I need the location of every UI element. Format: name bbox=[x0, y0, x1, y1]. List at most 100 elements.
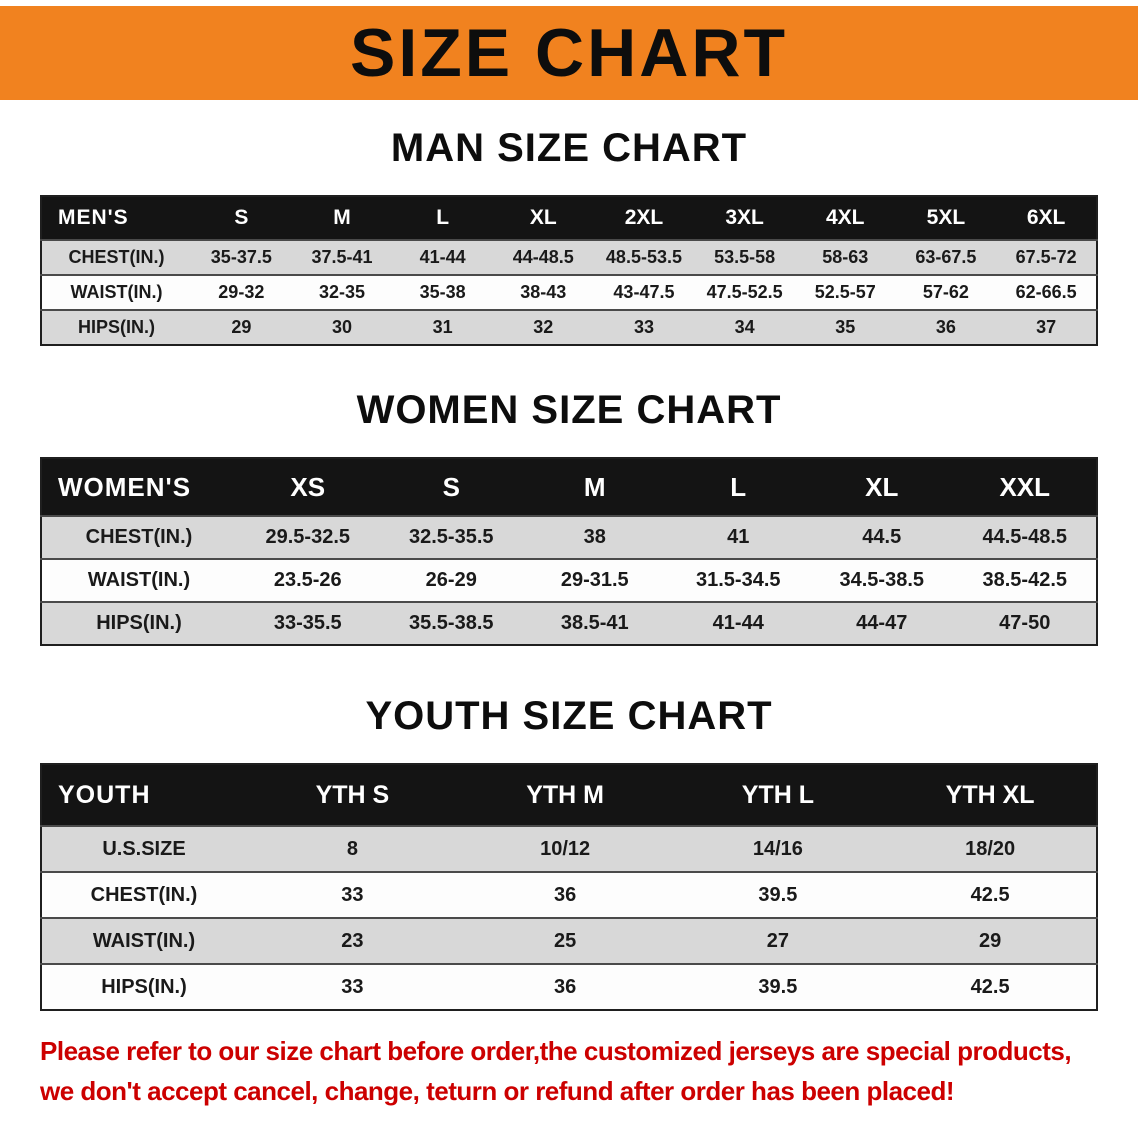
women-section-heading: WOMEN SIZE CHART bbox=[356, 388, 782, 432]
size-value-cell: 44.5-48.5 bbox=[953, 515, 1097, 559]
size-column-header: M bbox=[333, 206, 351, 229]
measurement-row-label: CHEST(IN.) bbox=[41, 239, 191, 275]
size-value-cell: 29-32 bbox=[191, 274, 292, 310]
size-value-cell: 35 bbox=[794, 309, 896, 345]
size-value-cell: 33 bbox=[593, 309, 695, 345]
youth-size-table: YOUTH YTH S YTH M YTH L YTH XL U.S.SIZE 8 10/12… bbox=[40, 763, 1098, 1011]
table-row: HIPS(IN.) 33 36 39.5 42.5 bbox=[41, 963, 1097, 1010]
size-column-header: 3XL bbox=[725, 206, 764, 229]
size-value-cell: 25 bbox=[458, 917, 672, 964]
size-value-cell: 38.5-42.5 bbox=[953, 558, 1097, 602]
size-value-cell: 43-47.5 bbox=[593, 274, 695, 310]
size-value-cell: 29 bbox=[191, 309, 292, 345]
size-value-cell: 39.5 bbox=[671, 871, 885, 918]
measurement-row-label: CHEST(IN.) bbox=[41, 871, 246, 918]
size-column-header: YTH XL bbox=[945, 780, 1035, 809]
size-value-cell: 57-62 bbox=[895, 274, 997, 310]
size-value-cell: 36 bbox=[895, 309, 997, 345]
size-column-header: YTH L bbox=[741, 780, 814, 809]
size-value-cell: 62-66.5 bbox=[996, 274, 1097, 310]
men-size-table: MEN'S S M L XL 2XL 3XL 4XL 5XL 6XL CHEST(IN.) 35-37… bbox=[40, 195, 1098, 346]
women-size-table: WOMEN'S XS S M L XL XXL CHEST(IN.) 29.5-32.5 32.5… bbox=[40, 457, 1098, 646]
size-value-cell: 44-48.5 bbox=[492, 239, 594, 275]
size-column-header: M bbox=[583, 471, 606, 502]
measurement-row-label: WAIST(IN.) bbox=[41, 917, 246, 964]
disclaimer: Please refer to our size chart before or… bbox=[40, 1031, 1098, 1112]
size-value-cell: 29-31.5 bbox=[523, 558, 667, 602]
size-value-cell: 36 bbox=[458, 963, 672, 1010]
size-value-cell: 37.5-41 bbox=[291, 239, 393, 275]
table-row: CHEST(IN.) 35-37.5 37.5-41 41-44 44-48.5 48.5… bbox=[41, 239, 1097, 275]
size-value-cell: 35-37.5 bbox=[191, 239, 292, 275]
size-value-cell: 34.5-38.5 bbox=[810, 558, 954, 602]
size-column-header: YTH M bbox=[526, 780, 605, 809]
size-column-header: 6XL bbox=[1026, 206, 1066, 229]
size-column-header: XL bbox=[865, 471, 899, 502]
table-header-row: WOMEN'S XS S M L XL XXL bbox=[41, 458, 1097, 516]
measurement-row-label: U.S.SIZE bbox=[41, 825, 246, 872]
size-value-cell: 42.5 bbox=[884, 871, 1097, 918]
size-value-cell: 10/12 bbox=[458, 825, 672, 872]
size-value-cell: 32-35 bbox=[291, 274, 393, 310]
size-value-cell: 33 bbox=[246, 871, 459, 918]
size-value-cell: 34 bbox=[694, 309, 795, 345]
size-column-header: XXL bbox=[999, 471, 1051, 502]
size-value-cell: 32.5-35.5 bbox=[379, 515, 523, 559]
table-row: U.S.SIZE 8 10/12 14/16 18/20 bbox=[41, 825, 1097, 872]
table-header-row: YOUTH YTH S YTH M YTH L YTH XL bbox=[41, 764, 1097, 826]
size-column-header: XS bbox=[290, 471, 326, 502]
size-value-cell: 31.5-34.5 bbox=[666, 558, 810, 602]
size-value-cell: 39.5 bbox=[671, 963, 885, 1010]
size-column-header: L bbox=[730, 471, 747, 502]
size-value-cell: 33-35.5 bbox=[236, 601, 380, 645]
size-value-cell: 41 bbox=[666, 515, 810, 559]
size-value-cell: 47-50 bbox=[953, 601, 1097, 645]
size-column-header: L bbox=[436, 206, 450, 229]
measurement-row-label: HIPS(IN.) bbox=[41, 601, 236, 645]
size-column-header: 4XL bbox=[826, 206, 865, 229]
size-value-cell: 41-44 bbox=[666, 601, 810, 645]
size-value-cell: 18/20 bbox=[884, 825, 1097, 872]
size-value-cell: 23.5-26 bbox=[236, 558, 380, 602]
size-column-header: YTH S bbox=[315, 780, 390, 809]
size-value-cell: 36 bbox=[458, 871, 672, 918]
table-row: CHEST(IN.) 33 36 39.5 42.5 bbox=[41, 871, 1097, 918]
size-value-cell: 29.5-32.5 bbox=[236, 515, 380, 559]
title-banner: SIZE CHART bbox=[0, 6, 1138, 100]
size-value-cell: 26-29 bbox=[379, 558, 523, 602]
disclaimer-line-2: we don't accept cancel, change, teturn o… bbox=[40, 1076, 955, 1107]
measurement-row-label: WAIST(IN.) bbox=[41, 558, 236, 602]
size-value-cell: 53.5-58 bbox=[694, 239, 795, 275]
disclaimer-line-1: Please refer to our size chart before or… bbox=[40, 1036, 1072, 1066]
size-value-cell: 29 bbox=[884, 917, 1097, 964]
size-value-cell: 67.5-72 bbox=[996, 239, 1097, 275]
size-value-cell: 31 bbox=[392, 309, 493, 345]
measurement-row-label: HIPS(IN.) bbox=[41, 963, 246, 1010]
size-value-cell: 38.5-41 bbox=[523, 601, 667, 645]
size-value-cell: 35.5-38.5 bbox=[379, 601, 523, 645]
youth-section-heading: YOUTH SIZE CHART bbox=[365, 694, 773, 738]
men-section: MAN SIZE CHART MEN'S S M L XL 2XL 3XL 4XL 5XL 6XL… bbox=[0, 126, 1138, 346]
table-row: WAIST(IN.) 23 25 27 29 bbox=[41, 917, 1097, 964]
table-row: CHEST(IN.) 29.5-32.5 32.5-35.5 38 41 44.5 44.5… bbox=[41, 515, 1097, 559]
table-title-cell: YOUTH bbox=[58, 780, 151, 809]
measurement-row-label: HIPS(IN.) bbox=[41, 309, 191, 345]
size-column-header: 5XL bbox=[926, 206, 966, 229]
size-column-header: 2XL bbox=[624, 206, 664, 229]
size-column-header: S bbox=[442, 471, 460, 502]
size-value-cell: 44-47 bbox=[810, 601, 954, 645]
page-title: SIZE CHART bbox=[350, 15, 788, 91]
size-value-cell: 47.5-52.5 bbox=[694, 274, 795, 310]
size-value-cell: 41-44 bbox=[392, 239, 493, 275]
table-row: WAIST(IN.) 23.5-26 26-29 29-31.5 31.5-34.5 34… bbox=[41, 558, 1097, 602]
women-section: WOMEN SIZE CHART WOMEN'S XS S M L XL XXL CHEST(… bbox=[0, 388, 1138, 646]
size-value-cell: 52.5-57 bbox=[794, 274, 896, 310]
size-value-cell: 27 bbox=[671, 917, 885, 964]
size-value-cell: 8 bbox=[246, 825, 459, 872]
youth-section: YOUTH SIZE CHART YOUTH YTH S YTH M YTH L YTH… bbox=[0, 694, 1138, 1011]
table-title-cell: MEN'S bbox=[58, 206, 129, 229]
size-value-cell: 23 bbox=[246, 917, 459, 964]
measurement-row-label: WAIST(IN.) bbox=[41, 274, 191, 310]
size-value-cell: 58-63 bbox=[794, 239, 896, 275]
size-column-header: S bbox=[234, 206, 249, 229]
